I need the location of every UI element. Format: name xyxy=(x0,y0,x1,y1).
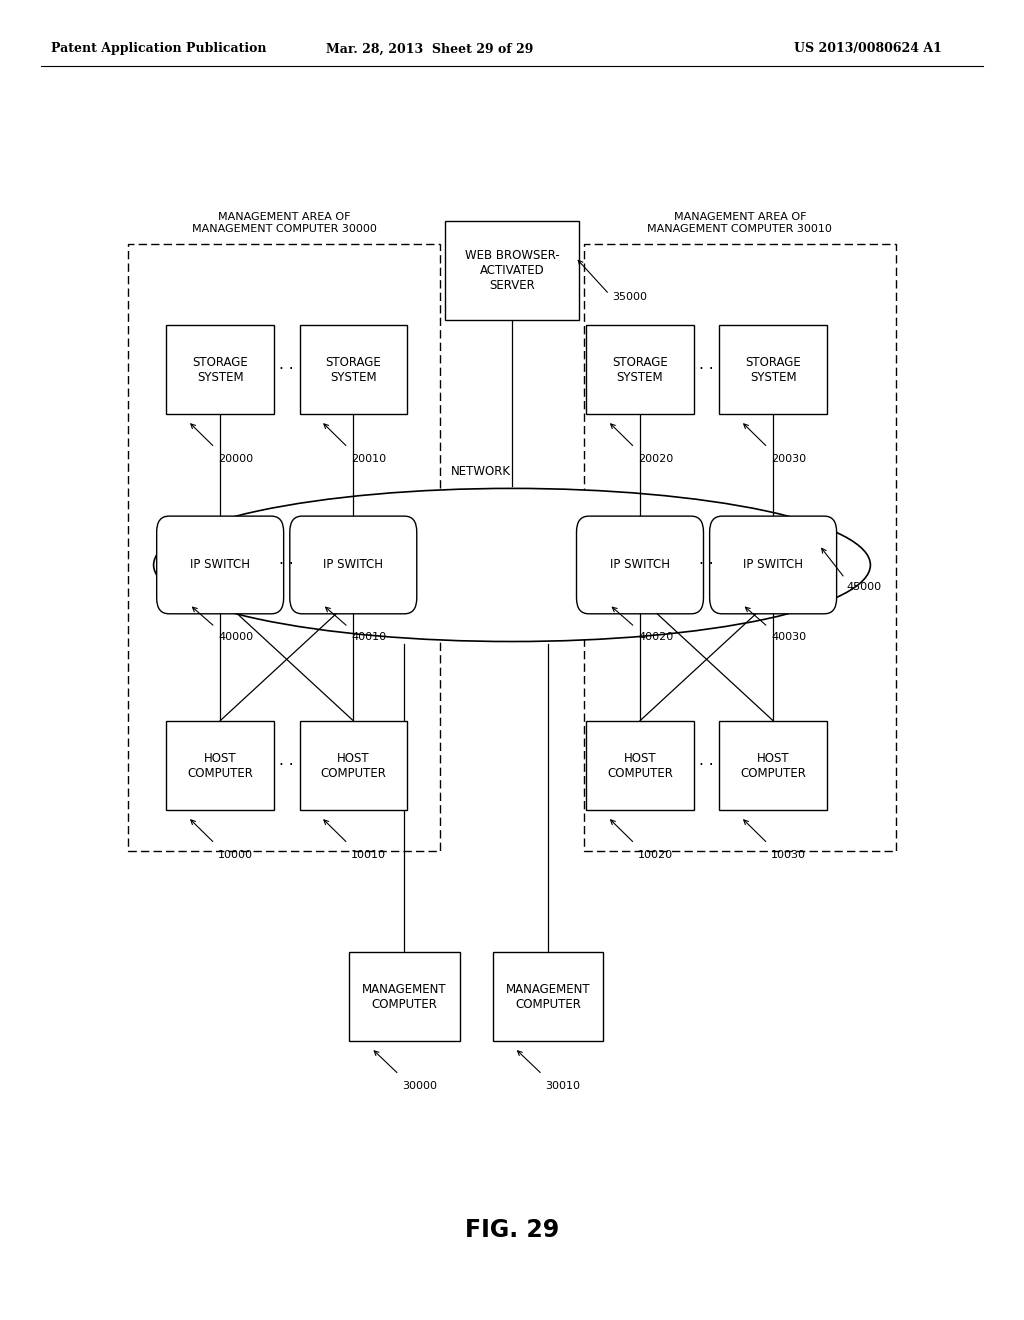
FancyBboxPatch shape xyxy=(577,516,703,614)
Text: IP SWITCH: IP SWITCH xyxy=(610,558,670,572)
Text: 40020: 40020 xyxy=(638,632,673,643)
Bar xyxy=(299,325,407,414)
Text: HOST
COMPUTER: HOST COMPUTER xyxy=(187,751,253,780)
Text: 10000: 10000 xyxy=(218,850,253,861)
Bar xyxy=(586,325,694,414)
Bar xyxy=(444,222,580,319)
Text: MANAGEMENT AREA OF
MANAGEMENT COMPUTER 30010: MANAGEMENT AREA OF MANAGEMENT COMPUTER 3… xyxy=(647,213,833,234)
Bar xyxy=(493,952,603,1041)
Text: 20010: 20010 xyxy=(351,454,386,465)
Text: HOST
COMPUTER: HOST COMPUTER xyxy=(607,751,673,780)
Text: STORAGE
SYSTEM: STORAGE SYSTEM xyxy=(612,355,668,384)
Text: MANAGEMENT AREA OF
MANAGEMENT COMPUTER 30000: MANAGEMENT AREA OF MANAGEMENT COMPUTER 3… xyxy=(191,213,377,234)
Text: US 2013/0080624 A1: US 2013/0080624 A1 xyxy=(795,42,942,55)
Bar xyxy=(719,325,827,414)
Text: · ·: · · xyxy=(280,557,294,573)
Bar xyxy=(128,244,440,851)
Text: 20030: 20030 xyxy=(771,454,806,465)
FancyBboxPatch shape xyxy=(710,516,837,614)
Bar xyxy=(586,721,694,810)
Text: 30010: 30010 xyxy=(546,1081,581,1092)
Text: 10020: 10020 xyxy=(638,850,673,861)
Text: · ·: · · xyxy=(280,362,294,378)
Text: STORAGE
SYSTEM: STORAGE SYSTEM xyxy=(193,355,248,384)
Text: Patent Application Publication: Patent Application Publication xyxy=(51,42,266,55)
Text: 20000: 20000 xyxy=(218,454,253,465)
Bar xyxy=(166,325,274,414)
Text: · ·: · · xyxy=(699,758,714,774)
Text: MANAGEMENT
COMPUTER: MANAGEMENT COMPUTER xyxy=(362,982,446,1011)
Text: 35000: 35000 xyxy=(612,292,647,302)
Text: · ·: · · xyxy=(280,758,294,774)
Bar xyxy=(299,721,407,810)
Text: IP SWITCH: IP SWITCH xyxy=(190,558,250,572)
Text: STORAGE
SYSTEM: STORAGE SYSTEM xyxy=(326,355,381,384)
Text: · ·: · · xyxy=(699,362,714,378)
Text: 10030: 10030 xyxy=(771,850,806,861)
Text: FIG. 29: FIG. 29 xyxy=(465,1218,559,1242)
Text: 40030: 40030 xyxy=(771,632,806,643)
Text: Mar. 28, 2013  Sheet 29 of 29: Mar. 28, 2013 Sheet 29 of 29 xyxy=(327,42,534,55)
Text: IP SWITCH: IP SWITCH xyxy=(324,558,383,572)
FancyBboxPatch shape xyxy=(290,516,417,614)
Bar xyxy=(166,721,274,810)
Text: STORAGE
SYSTEM: STORAGE SYSTEM xyxy=(745,355,801,384)
Text: NETWORK: NETWORK xyxy=(452,465,511,478)
Bar xyxy=(349,952,460,1041)
Text: 30000: 30000 xyxy=(402,1081,437,1092)
Text: 40010: 40010 xyxy=(351,632,386,643)
Ellipse shape xyxy=(154,488,870,642)
FancyBboxPatch shape xyxy=(157,516,284,614)
Text: 10010: 10010 xyxy=(351,850,386,861)
Text: WEB BROWSER-
ACTIVATED
SERVER: WEB BROWSER- ACTIVATED SERVER xyxy=(465,249,559,292)
Text: 40000: 40000 xyxy=(218,632,253,643)
Bar xyxy=(584,244,896,851)
Text: · ·: · · xyxy=(699,557,714,573)
Text: IP SWITCH: IP SWITCH xyxy=(743,558,803,572)
Text: 45000: 45000 xyxy=(847,582,882,593)
Bar xyxy=(719,721,827,810)
Text: 20020: 20020 xyxy=(638,454,673,465)
Text: HOST
COMPUTER: HOST COMPUTER xyxy=(740,751,806,780)
Text: MANAGEMENT
COMPUTER: MANAGEMENT COMPUTER xyxy=(506,982,590,1011)
Text: HOST
COMPUTER: HOST COMPUTER xyxy=(321,751,386,780)
